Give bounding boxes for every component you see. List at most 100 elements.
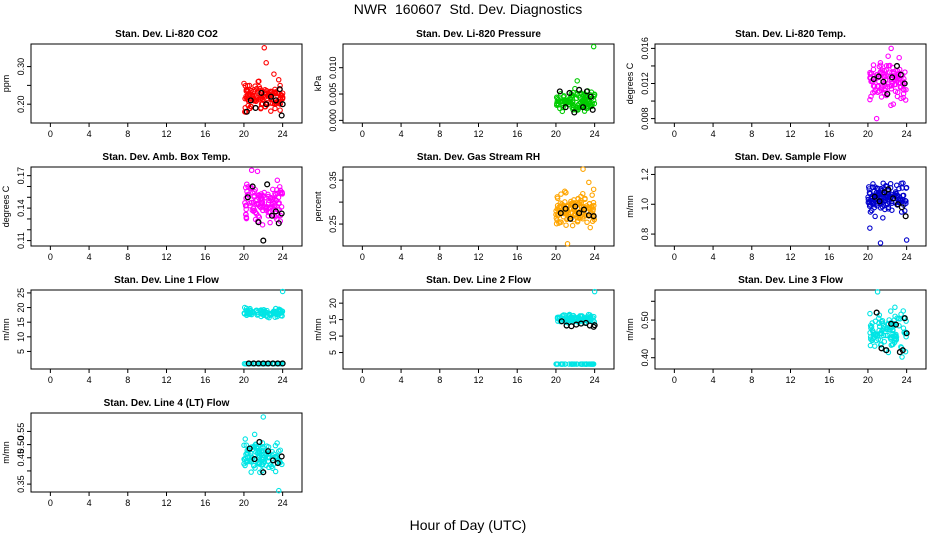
outlier-point	[279, 288, 286, 295]
data-point	[265, 213, 272, 219]
hourly-point	[903, 330, 910, 337]
panel-5: Stan. Dev. Gas Stream RH 0 4 8 12 16 20 24 0.25 0…	[313, 152, 615, 262]
data-point	[272, 214, 279, 220]
data-point	[901, 87, 907, 93]
hourly-point	[894, 201, 901, 208]
hourly-point	[885, 186, 892, 193]
data-point	[564, 316, 570, 323]
hourly-point	[275, 220, 282, 227]
hourly-point	[899, 347, 906, 354]
data-point	[243, 305, 250, 312]
data-point	[565, 210, 572, 216]
x-tick-label: 16	[512, 129, 522, 139]
hourly-point	[901, 315, 908, 322]
data-point	[559, 201, 565, 207]
data-point	[898, 83, 904, 90]
hourly-point	[247, 97, 254, 104]
hourly-point	[265, 448, 272, 455]
x-tick-label: 12	[785, 129, 795, 139]
data-point	[264, 309, 270, 316]
x-tick-label: 4	[399, 129, 404, 139]
data-point	[569, 222, 576, 229]
data-point	[251, 462, 257, 469]
data-point	[274, 177, 281, 184]
data-point	[277, 107, 283, 113]
outlier-point	[276, 487, 282, 494]
plot-frame	[342, 43, 615, 124]
hourly-point	[562, 205, 569, 212]
x-tick-label: 24	[902, 252, 912, 262]
data-point	[268, 108, 274, 114]
x-tick-label: 12	[161, 252, 171, 262]
outlier-point	[574, 78, 580, 84]
data-point	[868, 70, 875, 77]
x-tick-label: 20	[551, 375, 561, 385]
data-point	[891, 82, 898, 88]
data-point	[893, 182, 900, 189]
data-point	[242, 184, 249, 191]
data-point	[869, 327, 876, 334]
hourly-point	[252, 104, 259, 112]
y-axis-label: ppm	[1, 75, 11, 93]
panel-title: Stan. Dev. Line 3 Flow	[738, 275, 843, 286]
data-point	[898, 180, 905, 187]
panel-4: Stan. Dev. Amb. Box Temp. 0 4 8 12 16 20 24 0.11…	[1, 152, 303, 262]
data-point	[867, 310, 873, 317]
data-point	[242, 436, 249, 442]
data-point	[886, 198, 892, 205]
y-tick-label: 15	[16, 317, 26, 327]
y-axis-label: percent	[313, 191, 323, 222]
y-tick-label: 0.35	[328, 171, 338, 189]
outlier-point	[874, 289, 881, 295]
x-tick-label: 8	[749, 375, 754, 385]
x-tick-label: 4	[87, 129, 92, 139]
x-tick-label: 24	[278, 498, 288, 508]
data-point	[893, 190, 899, 197]
data-point	[250, 208, 257, 214]
outlier-point	[263, 60, 269, 66]
x-tick-label: 24	[902, 129, 912, 139]
y-tick-label: 20	[16, 303, 26, 313]
outlier-point	[590, 43, 597, 50]
data-point	[258, 204, 264, 211]
data-point	[248, 469, 254, 475]
hourly-point	[889, 74, 896, 81]
x-tick-label: 12	[473, 375, 483, 385]
hourly-point	[264, 181, 271, 188]
data-point	[888, 83, 895, 89]
data-point-low	[568, 361, 574, 367]
data-point	[272, 89, 278, 96]
x-tick-label: 4	[87, 252, 92, 262]
data-point	[887, 180, 894, 187]
hourly-point	[870, 76, 877, 83]
x-tick-label: 20	[239, 129, 249, 139]
plot-frame	[30, 289, 303, 370]
data-point	[274, 190, 281, 197]
hourly-point	[890, 195, 897, 202]
data-point	[896, 54, 902, 61]
hourly-point	[572, 203, 579, 210]
y-axis-label: kPa	[313, 76, 323, 92]
outlier-point	[271, 71, 277, 77]
data-point	[872, 343, 878, 349]
data-point	[247, 202, 253, 209]
data-point-low	[581, 361, 588, 367]
data-point	[573, 95, 580, 101]
data-point	[865, 196, 872, 203]
panel-6: Stan. Dev. Sample Flow 0 4 8 12 16 20 24 0.8 1.0 1…	[625, 152, 927, 262]
series-points	[241, 288, 286, 367]
x-tick-label: 4	[87, 375, 92, 385]
data-point	[576, 100, 582, 107]
y-axis-label: m/mn	[1, 441, 11, 464]
data-point	[241, 311, 248, 317]
series-points	[241, 414, 285, 494]
data-point	[244, 191, 251, 198]
data-point-low	[590, 361, 597, 367]
hourly-point	[279, 101, 286, 108]
x-tick-label: 24	[902, 375, 912, 385]
data-point	[262, 87, 268, 93]
data-point	[244, 454, 251, 460]
plot-frame	[342, 289, 615, 370]
data-point	[247, 200, 253, 206]
